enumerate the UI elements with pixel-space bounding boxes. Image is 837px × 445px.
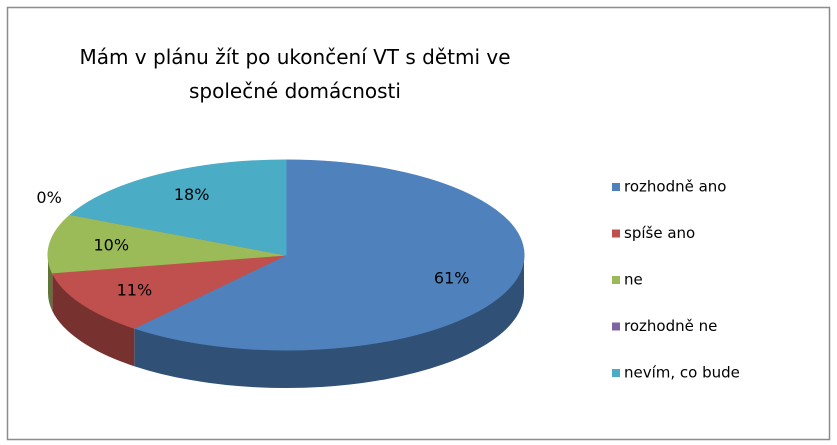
data-label: 10% — [93, 236, 129, 255]
legend-label: rozhodně ne — [624, 317, 717, 335]
data-label: 61% — [434, 268, 470, 287]
slice — [132, 159, 525, 351]
data-label: 11% — [117, 280, 153, 299]
slice — [47, 214, 287, 274]
slice-side — [52, 272, 135, 367]
slice — [51, 254, 287, 329]
legend-label: ne — [624, 271, 643, 289]
legend-swatch — [612, 322, 620, 331]
slice-side — [48, 255, 53, 311]
legend-swatch — [612, 183, 620, 191]
legend-label: nevím, co bude — [624, 364, 740, 382]
legend-swatch — [612, 369, 620, 377]
slice — [69, 159, 287, 256]
slice-side — [134, 255, 524, 389]
legend-swatch — [612, 229, 620, 238]
data-label: 0% — [36, 188, 61, 207]
data-label: 18% — [174, 185, 210, 204]
legend-label: spíše ano — [624, 224, 695, 242]
chart-title: Mám v plánu žít po ukončení VT s dětmi v… — [79, 45, 511, 103]
legend-label: rozhodně ano — [624, 178, 726, 196]
legend-swatch — [612, 276, 620, 284]
